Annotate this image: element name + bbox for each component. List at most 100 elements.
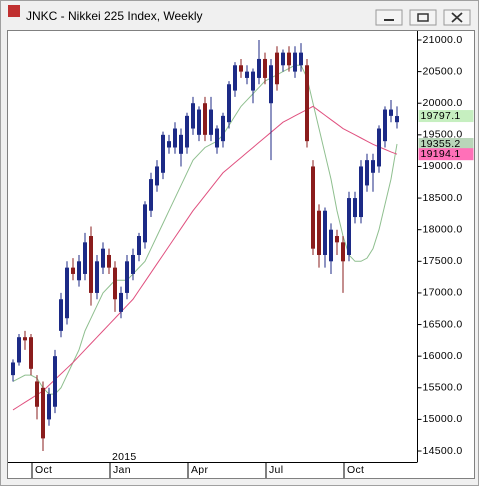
candle-body (29, 337, 33, 369)
price-tag-label: 19194.1 (421, 148, 461, 160)
candle-body (335, 236, 339, 243)
candle-body (359, 166, 363, 218)
x-tick-label: Oct (347, 464, 364, 476)
price-tag-label: 19797.1 (421, 110, 461, 122)
candle-body (17, 337, 21, 363)
window-title: JNKC - Nikkei 225 Index, Weekly (26, 9, 203, 23)
y-tick-label: 17500.0 (423, 255, 463, 267)
candle-body (167, 141, 171, 148)
candle-body (275, 52, 279, 85)
y-tick-label: 19000.0 (423, 160, 463, 172)
candle-body (161, 134, 165, 173)
candle-body (395, 116, 399, 123)
candle-body (47, 394, 51, 420)
candle-body (143, 204, 147, 243)
candle-body (119, 292, 123, 312)
window-buttons[interactable] (375, 9, 471, 26)
candle-body (371, 160, 375, 173)
app-icon (8, 5, 20, 17)
candle-body (305, 65, 309, 142)
candle-body (179, 134, 183, 154)
candle-body (239, 65, 243, 72)
candle-body (53, 356, 57, 407)
candle-body (299, 52, 303, 66)
minimize-button[interactable] (375, 9, 403, 26)
candle-body (71, 267, 75, 274)
y-tick-label: 15000.0 (423, 413, 463, 425)
x-tick-label: Oct (35, 464, 52, 476)
moving-average-line (12, 64, 398, 395)
candle-body (125, 261, 129, 293)
candle-body (233, 65, 237, 91)
candle-body (257, 58, 261, 78)
candle-body (263, 58, 267, 78)
candle-body (83, 242, 87, 274)
candle-body (185, 115, 189, 148)
candle-body (377, 128, 381, 167)
restore-icon (417, 13, 429, 22)
candle-body (113, 267, 117, 300)
candle-body (203, 103, 207, 135)
candle-body (11, 362, 15, 376)
candle-body (389, 109, 393, 116)
candle-body (155, 166, 159, 186)
restore-button[interactable] (409, 9, 437, 26)
candle-body (365, 160, 369, 186)
x-tick-label: Jul (269, 464, 283, 476)
y-tick-label: 17000.0 (423, 287, 463, 299)
candle-body (311, 166, 315, 249)
y-tick-label: 15500.0 (423, 382, 463, 394)
candle-body (101, 248, 105, 268)
candle-body (317, 210, 321, 255)
y-tick-label: 16000.0 (423, 350, 463, 362)
y-tick-label: 18500.0 (423, 192, 463, 204)
candle-body (89, 236, 93, 293)
candle-body (23, 337, 27, 341)
price-tag (418, 137, 474, 150)
price-tag (418, 148, 474, 161)
candle-body (221, 115, 225, 142)
price-tag (418, 110, 474, 123)
y-tick-label: 21000.0 (423, 34, 463, 46)
y-tick-label: 20500.0 (423, 65, 463, 77)
candle-body (197, 109, 201, 135)
y-tick-label: 16500.0 (423, 318, 463, 330)
candle-body (347, 198, 351, 255)
y-tick-label: 18000.0 (423, 223, 463, 235)
y-tick-label: 14500.0 (423, 445, 463, 457)
candle-body (65, 267, 69, 319)
candle-body (35, 381, 39, 407)
candle-body (323, 210, 327, 255)
candle-body (215, 128, 219, 148)
candle-body (59, 299, 63, 331)
x-tick-label: Jan (113, 464, 131, 476)
chart-area (7, 30, 475, 479)
candle-body (41, 387, 45, 439)
candle-body (173, 128, 177, 148)
candle-body (329, 229, 333, 262)
moving-average-line (12, 105, 398, 411)
candle-body (227, 84, 231, 123)
candle-body (77, 261, 81, 281)
candle-body (353, 198, 357, 218)
candle-body (383, 109, 387, 142)
price-tag-label: 19355.2 (421, 138, 461, 150)
candle-body (341, 242, 345, 262)
x-tick-label: Apr (191, 464, 208, 476)
candle-body (245, 71, 249, 78)
candle-body (137, 236, 141, 255)
candle-body (281, 52, 285, 66)
candle-body (269, 65, 273, 104)
candle-body (131, 254, 135, 274)
year-label: 2015 (112, 451, 137, 463)
candle-body (251, 71, 255, 91)
y-tick-label: 20000.0 (423, 97, 463, 109)
candle-body (107, 254, 111, 268)
candle-body (191, 103, 195, 129)
close-icon (451, 12, 463, 23)
candle-body (293, 52, 297, 72)
candle-body (149, 179, 153, 211)
y-tick-label: 19500.0 (423, 129, 463, 141)
candle-body (287, 52, 291, 66)
